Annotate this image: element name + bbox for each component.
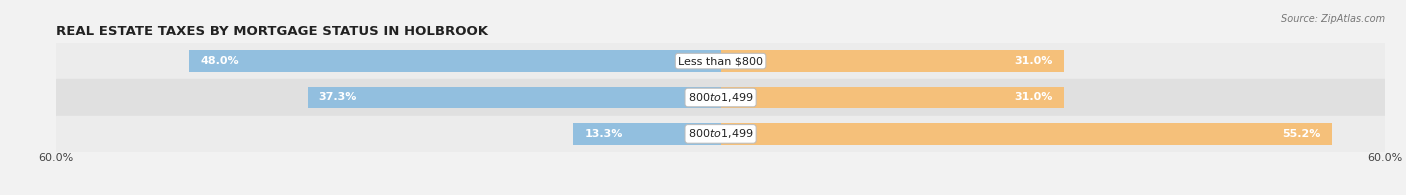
Text: REAL ESTATE TAXES BY MORTGAGE STATUS IN HOLBROOK: REAL ESTATE TAXES BY MORTGAGE STATUS IN … bbox=[56, 25, 488, 38]
Text: Source: ZipAtlas.com: Source: ZipAtlas.com bbox=[1281, 14, 1385, 24]
Bar bbox=[574, 123, 721, 145]
Bar bbox=[56, 43, 1385, 79]
Text: 31.0%: 31.0% bbox=[1014, 56, 1053, 66]
Bar bbox=[56, 116, 1385, 152]
Text: $800 to $1,499: $800 to $1,499 bbox=[688, 127, 754, 140]
Bar bbox=[56, 79, 1385, 116]
Text: 31.0%: 31.0% bbox=[1014, 92, 1053, 103]
Text: 13.3%: 13.3% bbox=[585, 129, 623, 139]
Text: 55.2%: 55.2% bbox=[1282, 129, 1320, 139]
Text: 48.0%: 48.0% bbox=[200, 56, 239, 66]
Bar bbox=[721, 123, 1331, 145]
Text: 37.3%: 37.3% bbox=[319, 92, 357, 103]
Text: $800 to $1,499: $800 to $1,499 bbox=[688, 91, 754, 104]
Bar bbox=[721, 50, 1064, 72]
Text: Less than $800: Less than $800 bbox=[678, 56, 763, 66]
Bar bbox=[308, 87, 721, 108]
Bar bbox=[721, 87, 1064, 108]
Bar bbox=[188, 50, 721, 72]
